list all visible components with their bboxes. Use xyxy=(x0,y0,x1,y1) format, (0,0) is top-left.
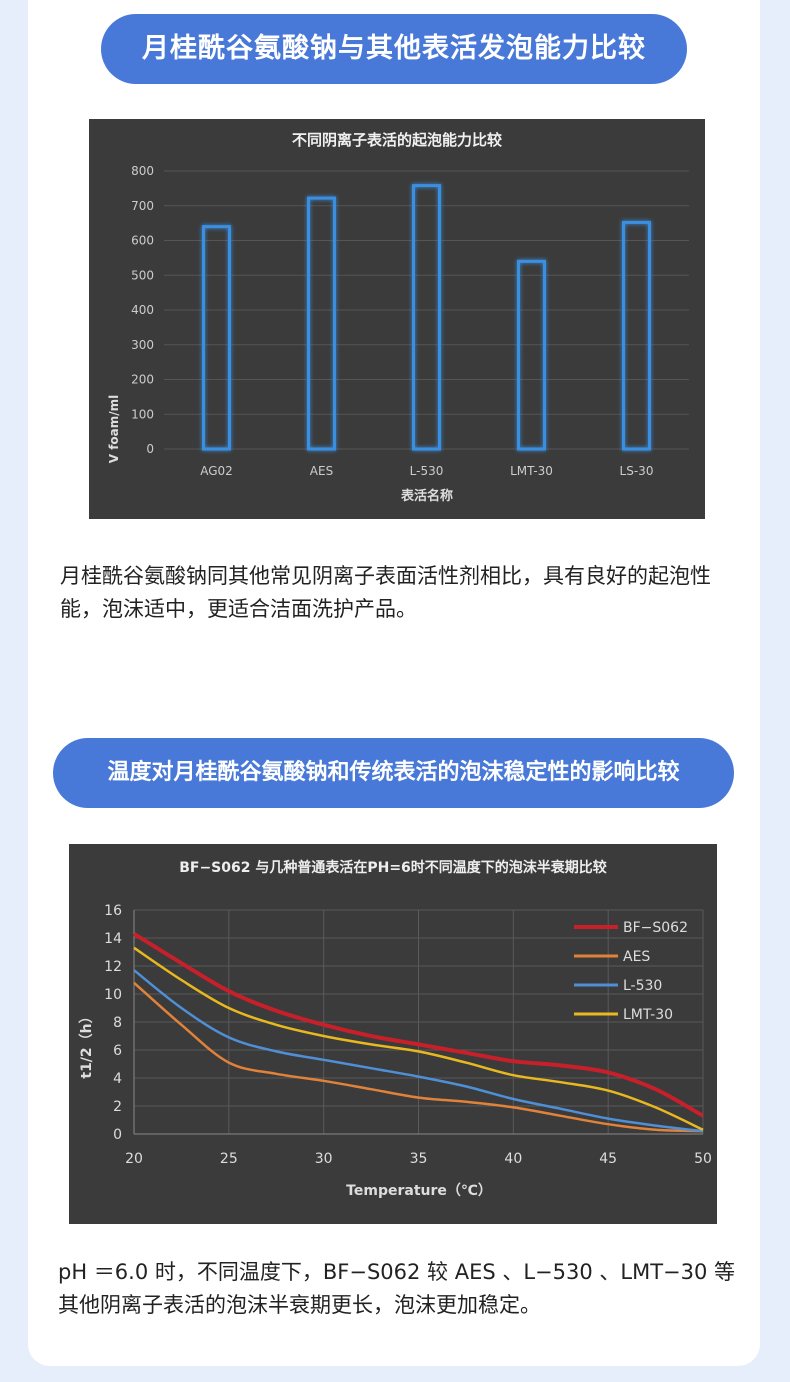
section-paragraph-foaming: 月桂酰谷氨酸钠同其他常见阴离子表面活性剂相比，具有良好的起泡性能，泡沫适中，更适… xyxy=(60,564,711,621)
line-ytick-label: 14 xyxy=(104,931,122,947)
line-chart-xlabel: Temperature（℃） xyxy=(346,1183,492,1199)
bar-ytick-label: 400 xyxy=(131,303,154,317)
bar-category-label: AES xyxy=(310,464,333,478)
line-xtick-label: 50 xyxy=(694,1151,712,1167)
line-ytick-label: 10 xyxy=(104,987,122,1003)
bar-l-530 xyxy=(412,184,441,451)
bar-ytick-label: 800 xyxy=(131,164,154,178)
line-xtick-label: 45 xyxy=(599,1151,617,1167)
line-xtick-label: 25 xyxy=(220,1151,238,1167)
line-ytick-label: 8 xyxy=(113,1015,122,1031)
line-xtick-label: 35 xyxy=(410,1151,428,1167)
bar-ls-30 xyxy=(622,220,651,451)
line-ytick-label: 6 xyxy=(113,1043,122,1059)
bar-ytick-label: 300 xyxy=(131,338,154,352)
bar-category-label: LS-30 xyxy=(620,464,654,478)
line-chart-svg: BF−S062 与几种普通表活在PH=6时不同温度下的泡沫半衰期比较 0 2 4 6 8… xyxy=(79,859,712,1199)
line-xtick-label: 30 xyxy=(315,1151,333,1167)
bar-ytick-label: 0 xyxy=(146,442,154,456)
bar-category-label: AG02 xyxy=(200,464,233,478)
line-ytick-label: 4 xyxy=(113,1071,122,1087)
line-xtick-label: 20 xyxy=(125,1151,143,1167)
line-ytick-label: 16 xyxy=(104,903,122,919)
bar-ytick-label: 600 xyxy=(131,234,154,248)
section-heading-stability: 温度对月桂酰谷氨酸钠和传统表活的泡沫稳定性的影响比较 xyxy=(53,738,734,808)
line-xtick-label: 40 xyxy=(504,1151,522,1167)
foaming-bar-chart: 不同阴离子表活的起泡能力比较 0 100 200 300 400 500 600 700 800… xyxy=(89,119,705,519)
bar-ytick-label: 200 xyxy=(131,373,154,387)
line-ytick-label: 0 xyxy=(113,1127,122,1143)
line-ytick-label: 2 xyxy=(113,1099,122,1115)
section-heading-foaming: 月桂酰谷氨酸钠与其他表活发泡能力比较 xyxy=(101,14,687,84)
line-chart-ylabel: t1/2（h） xyxy=(79,1009,95,1078)
bar-chart-ylabel: V foam/ml xyxy=(107,395,121,464)
half-life-line-chart: BF−S062 与几种普通表活在PH=6时不同温度下的泡沫半衰期比较 0 2 4 6 8… xyxy=(69,844,717,1224)
series-line-aes xyxy=(133,981,704,1133)
bar-ytick-label: 100 xyxy=(131,407,154,421)
bar-chart-svg: 不同阴离子表活的起泡能力比较 0 100 200 300 400 500 600 700 800… xyxy=(107,131,689,504)
bar-category-label: L-530 xyxy=(410,464,444,478)
bar-lmt-30 xyxy=(517,259,546,451)
legend-label: AES xyxy=(623,949,650,965)
legend-label: L-530 xyxy=(623,978,662,994)
bar-ytick-label: 500 xyxy=(131,268,154,282)
line-ytick-label: 12 xyxy=(104,959,122,975)
series-line-lmt-30 xyxy=(133,946,704,1131)
section-paragraph-stability: pH ＝6.0 时，不同温度下，BF−S062 较 AES 、L−530 、LM… xyxy=(58,1260,736,1317)
series-line-bf-s062 xyxy=(132,932,704,1118)
series-line-l-530 xyxy=(133,969,704,1133)
bar-ytick-label: 700 xyxy=(131,199,154,213)
bar-chart-xlabel: 表活名称 xyxy=(400,488,453,504)
bar-category-label: LMT-30 xyxy=(510,464,553,478)
legend-label: BF−S062 xyxy=(623,920,688,936)
bar-aes xyxy=(307,196,336,451)
legend-label: LMT-30 xyxy=(623,1007,673,1023)
bar-chart-title: 不同阴离子表活的起泡能力比较 xyxy=(292,131,502,149)
bar-ag02 xyxy=(202,225,231,451)
line-chart-title: BF−S062 与几种普通表活在PH=6时不同温度下的泡沫半衰期比较 xyxy=(179,859,607,876)
